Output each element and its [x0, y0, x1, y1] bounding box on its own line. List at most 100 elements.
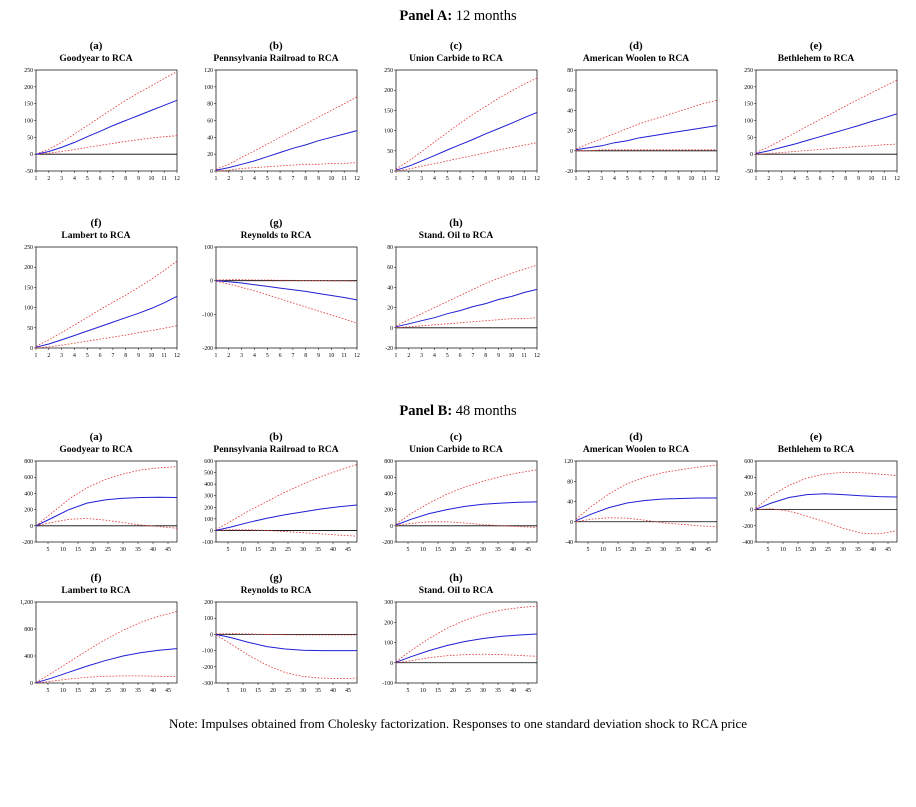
x-tick-label: 3: [420, 353, 423, 359]
y-tick-label: 200: [24, 508, 33, 514]
chart-letter: (b): [269, 431, 283, 443]
impulse-plot: -200 0 200 400 600 800 5 10 15 20 25 30 35 40 45: [382, 459, 538, 553]
response-line: [755, 113, 898, 154]
x-tick-label: 40: [330, 547, 336, 553]
x-tick-label: 3: [240, 353, 243, 359]
y-tick-label: 400: [24, 654, 33, 660]
response-line: [35, 295, 178, 348]
chart-title: Reynolds to RCA: [240, 586, 312, 596]
x-tick-label: 1: [35, 176, 38, 182]
impulse-plot: -400 -200 0 200 400 600 5 10 15 20 25 30 35 40 45: [742, 459, 898, 553]
x-tick-label: 12: [534, 353, 540, 359]
x-tick-label: 35: [675, 547, 681, 553]
chart-letter: (a): [89, 40, 103, 52]
y-tick-label: 0: [210, 528, 213, 534]
y-tick-label: 0: [390, 661, 393, 667]
lower-band-line: [215, 162, 358, 172]
upper-band-line: [215, 464, 358, 531]
y-tick-label: 400: [24, 491, 33, 497]
chart-title: Goodyear to RCA: [59, 54, 133, 64]
lower-band-line: [575, 517, 718, 528]
y-tick-label: 200: [744, 85, 753, 91]
x-tick-label: 11: [701, 176, 707, 182]
x-tick-label: 30: [840, 547, 846, 553]
x-tick-label: 1: [215, 353, 218, 359]
y-tick-label: 80: [567, 68, 573, 74]
x-tick-label: 8: [484, 353, 487, 359]
y-tick-label: 0: [750, 508, 753, 514]
chart-title: Lambert to RCA: [61, 231, 131, 241]
x-tick-label: 15: [795, 547, 801, 553]
y-tick-label: -40: [565, 540, 573, 546]
x-tick-label: 7: [111, 353, 114, 359]
response-line: [755, 493, 898, 510]
y-tick-label: 800: [24, 459, 33, 465]
lower-band-line: [35, 518, 178, 529]
x-tick-label: 1: [575, 176, 578, 182]
chart-b-c: (c) Union Carbide to RCA -200 0 200 400 600 800…: [366, 430, 546, 561]
y-tick-label: 100: [204, 517, 213, 523]
x-tick-label: 40: [150, 688, 156, 694]
y-tick-label: 0: [390, 326, 393, 332]
x-tick-label: 6: [99, 353, 102, 359]
panel-b-row-1: (a) Goodyear to RCA -200 0 200 400 600 800 5 10 15…: [0, 430, 916, 561]
y-tick-label: 1,200: [20, 600, 33, 606]
impulse-plot: -200 0 200 400 600 800 5 10 15 20 25 30 35 40 45: [22, 459, 178, 553]
x-tick-label: 10: [328, 353, 334, 359]
y-tick-label: 500: [204, 471, 213, 477]
response-line: [575, 497, 717, 522]
x-tick-label: 5: [407, 688, 410, 694]
x-tick-label: 15: [435, 688, 441, 694]
response-line: [575, 125, 718, 151]
x-tick-label: 40: [330, 688, 336, 694]
panel-a-title-rest: 12 months: [452, 8, 517, 24]
response-line: [395, 111, 538, 171]
y-tick-label: 20: [567, 129, 573, 135]
impulse-plot: -40 0 40 80 120 5 10 15 20 25 30 35 40 45: [564, 459, 718, 553]
response-line: [215, 130, 358, 171]
y-tick-label: 250: [744, 68, 753, 74]
y-tick-label: -20: [565, 169, 573, 175]
y-tick-label: -200: [382, 540, 393, 546]
y-tick-label: 100: [384, 129, 393, 135]
upper-band-line: [215, 279, 358, 282]
y-tick-label: 100: [204, 245, 213, 251]
y-tick-label: 0: [30, 152, 33, 158]
x-tick-label: 10: [688, 176, 694, 182]
y-tick-label: 200: [384, 620, 393, 626]
lower-band-line: [35, 325, 178, 349]
lower-band-line: [395, 653, 538, 664]
x-tick-label: 25: [465, 688, 471, 694]
x-tick-label: 35: [495, 688, 501, 694]
y-tick-label: 120: [204, 68, 213, 74]
x-tick-label: 11: [341, 353, 347, 359]
x-tick-label: 45: [165, 688, 171, 694]
x-tick-label: 45: [885, 547, 891, 553]
x-tick-label: 45: [165, 547, 171, 553]
x-tick-label: 12: [534, 176, 540, 182]
x-tick-label: 2: [587, 176, 590, 182]
x-tick-label: 5: [407, 547, 410, 553]
x-tick-label: 30: [300, 688, 306, 694]
chart-title: Stand. Oil to RCA: [418, 586, 494, 596]
upper-band-line: [395, 469, 538, 525]
lower-band-line: [35, 135, 178, 155]
x-tick-label: 15: [615, 547, 621, 553]
y-tick-label: 150: [24, 285, 33, 291]
y-tick-label: 400: [744, 475, 753, 481]
x-tick-label: 2: [47, 353, 50, 359]
chart-letter: (c): [449, 431, 463, 443]
panel-a-row-1: (a) Goodyear to RCA -50 0 50 100 150 200 250 1 2 3 4…: [0, 39, 916, 190]
y-tick-label: 400: [384, 491, 393, 497]
lower-band-line: [215, 280, 358, 324]
x-tick-label: 2: [47, 176, 50, 182]
x-tick-label: 8: [304, 353, 307, 359]
y-tick-label: 0: [390, 524, 393, 530]
chart-letter: (a): [89, 431, 103, 443]
response-line: [215, 504, 358, 531]
upper-band-line: [575, 464, 718, 520]
x-tick-label: 2: [227, 176, 230, 182]
x-tick-label: 6: [639, 176, 642, 182]
